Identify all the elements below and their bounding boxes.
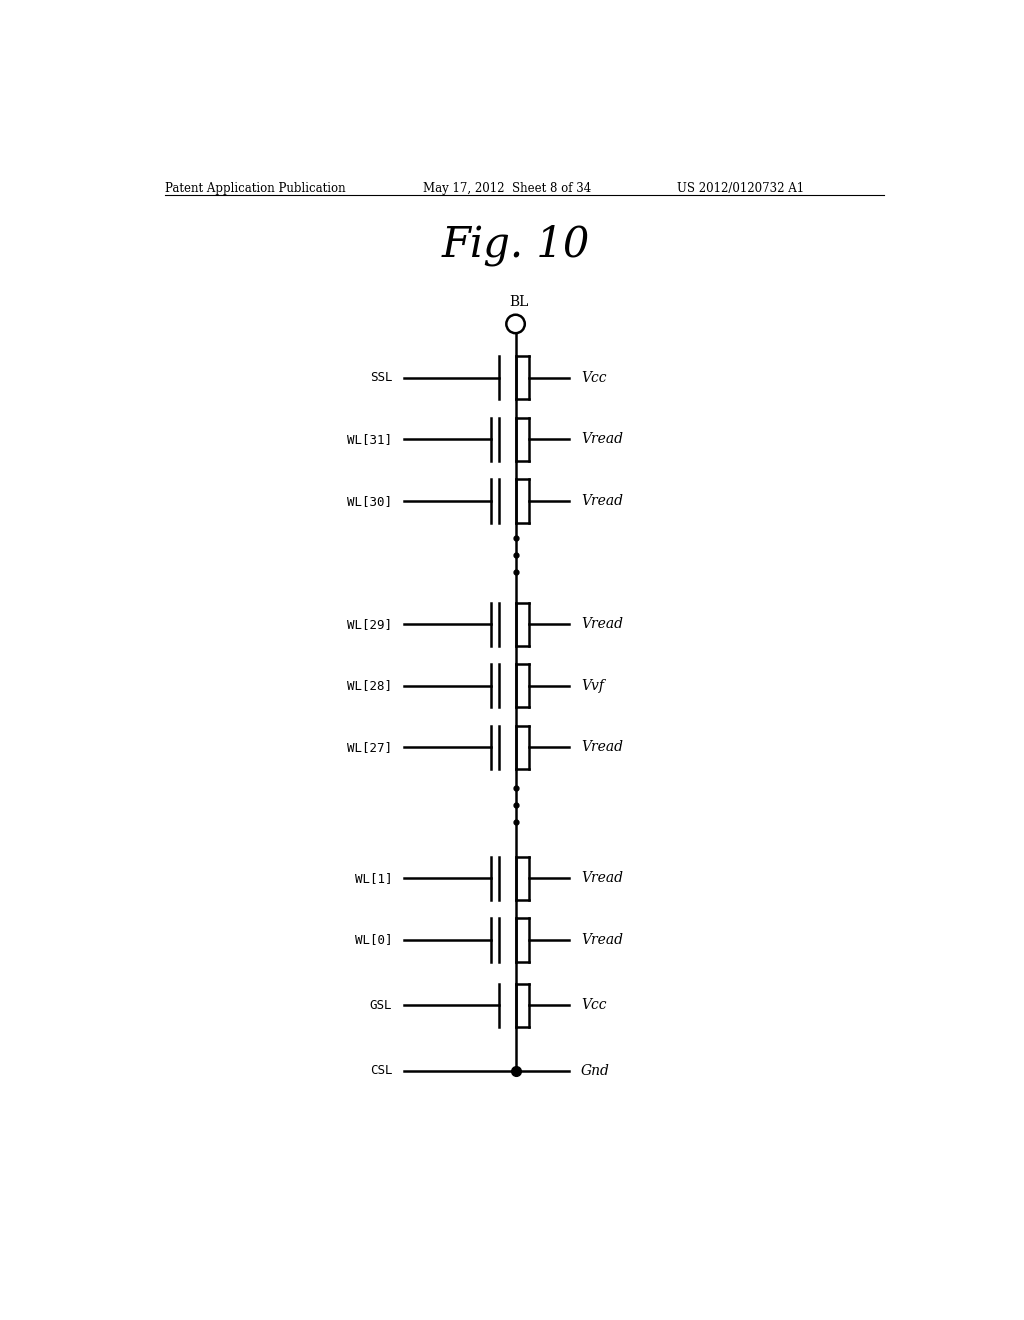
Text: Vvf: Vvf <box>581 678 604 693</box>
Text: WL[31]: WL[31] <box>347 433 392 446</box>
Text: Gnd: Gnd <box>581 1064 610 1078</box>
Text: BL: BL <box>510 294 529 309</box>
Text: Vcc: Vcc <box>581 998 606 1012</box>
Text: GSL: GSL <box>370 999 392 1012</box>
Text: Vread: Vread <box>581 871 623 886</box>
Text: WL[30]: WL[30] <box>347 495 392 508</box>
Text: CSL: CSL <box>370 1064 392 1077</box>
Text: Vcc: Vcc <box>581 371 606 385</box>
Text: Patent Application Publication: Patent Application Publication <box>165 182 346 194</box>
Text: US 2012/0120732 A1: US 2012/0120732 A1 <box>677 182 805 194</box>
Text: WL[28]: WL[28] <box>347 680 392 693</box>
Text: Fig. 10: Fig. 10 <box>441 224 590 265</box>
Text: WL[1]: WL[1] <box>355 871 392 884</box>
Text: May 17, 2012  Sheet 8 of 34: May 17, 2012 Sheet 8 of 34 <box>423 182 592 194</box>
Text: Vread: Vread <box>581 618 623 631</box>
Text: Vread: Vread <box>581 433 623 446</box>
Text: WL[29]: WL[29] <box>347 618 392 631</box>
Text: SSL: SSL <box>370 371 392 384</box>
Text: Vread: Vread <box>581 741 623 755</box>
Text: Vread: Vread <box>581 933 623 946</box>
Text: WL[0]: WL[0] <box>355 933 392 946</box>
Text: Vread: Vread <box>581 494 623 508</box>
Text: WL[27]: WL[27] <box>347 741 392 754</box>
